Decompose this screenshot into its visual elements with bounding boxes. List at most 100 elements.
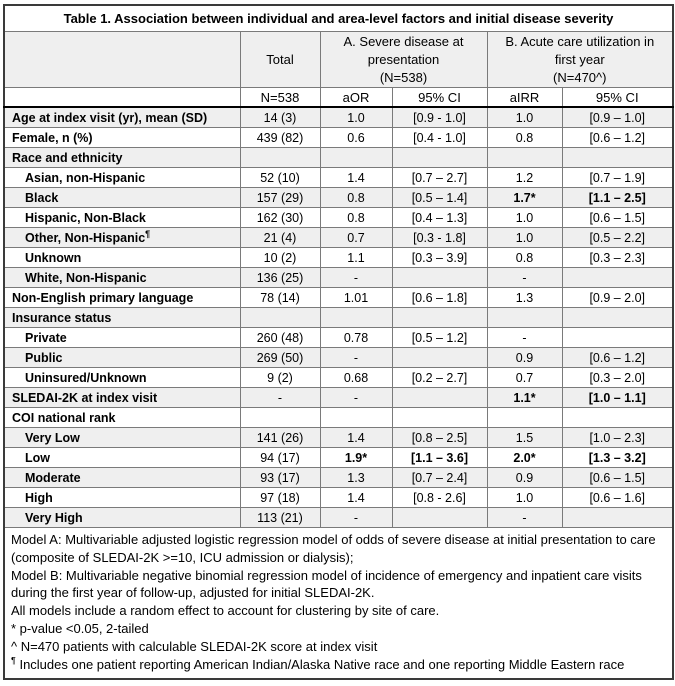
cell-aor: 0.8 xyxy=(319,187,393,208)
cell-ci-b: [0.3 – 2.3] xyxy=(561,247,674,268)
cell-total: 21 (4) xyxy=(239,227,321,248)
cell-airr xyxy=(486,307,563,328)
cell-ci-a: [0.8 – 2.5] xyxy=(391,427,488,448)
cell-airr xyxy=(486,407,563,428)
cell-aor: 1.3 xyxy=(319,467,393,488)
row-label: Asian, non-Hispanic xyxy=(3,167,241,188)
cell-ci-a: [0.7 – 2.4] xyxy=(391,467,488,488)
table-row: SLEDAI-2K at index visit - - 1.1* [1.0 –… xyxy=(3,387,674,408)
row-label: Age at index visit (yr), mean (SD) xyxy=(3,106,241,128)
cell-aor xyxy=(319,147,393,168)
cell-airr: 1.2 xyxy=(486,167,563,188)
cell-total: 93 (17) xyxy=(239,467,321,488)
row-label: Very Low xyxy=(3,427,241,448)
cell-ci-a: [0.4 - 1.0] xyxy=(391,127,488,148)
cell-ci-b: [0.9 – 2.0] xyxy=(561,287,674,308)
cell-total: 439 (82) xyxy=(239,127,321,148)
cell-total: 78 (14) xyxy=(239,287,321,308)
cell-aor: 0.7 xyxy=(319,227,393,248)
col-header-ci-b: 95% CI xyxy=(561,87,674,108)
cell-airr: 2.0* xyxy=(486,447,563,468)
cell-ci-a: [1.1 – 3.6] xyxy=(391,447,488,468)
cell-aor: - xyxy=(319,347,393,368)
cell-aor xyxy=(319,307,393,328)
cell-total: 141 (26) xyxy=(239,427,321,448)
cell-ci-a: [0.4 – 1.3] xyxy=(391,207,488,228)
table-header: Table 1. Association between individual … xyxy=(3,4,674,108)
cell-ci-a xyxy=(391,307,488,328)
col-header-ci-a: 95% CI xyxy=(391,87,488,108)
table-row: Insurance status xyxy=(3,307,674,328)
col-header-aor: aOR xyxy=(319,87,393,108)
cell-ci-b: [0.6 – 1.2] xyxy=(561,347,674,368)
table-row: Public 269 (50) - 0.9 [0.6 – 1.2] xyxy=(3,347,674,368)
cell-ci-b: [0.9 – 1.0] xyxy=(561,106,674,128)
notes-row: Model A: Multivariable adjusted logistic… xyxy=(3,527,674,680)
cell-airr: 1.7* xyxy=(486,187,563,208)
table-row: Female, n (%) 439 (82) 0.6 [0.4 - 1.0] 0… xyxy=(3,127,674,148)
row-label: Unknown xyxy=(3,247,241,268)
cell-ci-a: [0.3 – 3.9] xyxy=(391,247,488,268)
notes-cell: Model A: Multivariable adjusted logistic… xyxy=(3,527,674,680)
cell-ci-a xyxy=(391,387,488,408)
cell-total: 10 (2) xyxy=(239,247,321,268)
table-row: Uninsured/Unknown 9 (2) 0.68 [0.2 – 2.7]… xyxy=(3,367,674,388)
cell-ci-a: [0.2 – 2.7] xyxy=(391,367,488,388)
cell-ci-a: [0.7 – 2.7] xyxy=(391,167,488,188)
row-label: SLEDAI-2K at index visit xyxy=(3,387,241,408)
cell-airr: 0.9 xyxy=(486,467,563,488)
cell-total: 14 (3) xyxy=(239,106,321,128)
cell-ci-b: [0.6 – 1.6] xyxy=(561,487,674,508)
table-row: COI national rank xyxy=(3,407,674,428)
cell-total: 136 (25) xyxy=(239,267,321,288)
cell-airr: 1.0 xyxy=(486,227,563,248)
cell-airr: 1.1* xyxy=(486,387,563,408)
row-label: High xyxy=(3,487,241,508)
cell-ci-b: [0.3 – 2.0] xyxy=(561,367,674,388)
cell-airr: - xyxy=(486,327,563,348)
cell-ci-a: [0.5 – 1.2] xyxy=(391,327,488,348)
table-row: Private 260 (48) 0.78 [0.5 – 1.2] - xyxy=(3,327,674,348)
row-label: White, Non-Hispanic xyxy=(3,267,241,288)
row-label: Insurance status xyxy=(3,307,241,328)
cell-aor: 1.4 xyxy=(319,487,393,508)
cell-total: 97 (18) xyxy=(239,487,321,508)
cell-ci-a xyxy=(391,267,488,288)
col-header-n: N=538 xyxy=(239,87,321,108)
cell-airr: 0.9 xyxy=(486,347,563,368)
cell-ci-b xyxy=(561,507,674,528)
cell-airr: 0.7 xyxy=(486,367,563,388)
cell-ci-a: [0.6 – 1.8] xyxy=(391,287,488,308)
cell-total: 162 (30) xyxy=(239,207,321,228)
table-row: Other, Non-Hispanic¶ 21 (4) 0.7 [0.3 - 1… xyxy=(3,227,674,248)
table-row: White, Non-Hispanic 136 (25) - - xyxy=(3,267,674,288)
table-row: Very Low 141 (26) 1.4 [0.8 – 2.5] 1.5 [1… xyxy=(3,427,674,448)
cell-total: 157 (29) xyxy=(239,187,321,208)
table-row: Moderate 93 (17) 1.3 [0.7 – 2.4] 0.9 [0.… xyxy=(3,467,674,488)
cell-total: 269 (50) xyxy=(239,347,321,368)
cell-total xyxy=(239,407,321,428)
cell-aor: 0.8 xyxy=(319,207,393,228)
sub-header-row: N=538 aOR 95% CI aIRR 95% CI xyxy=(3,87,674,108)
cell-aor: 1.4 xyxy=(319,167,393,188)
cell-ci-a: [0.8 - 2.6] xyxy=(391,487,488,508)
row-label: Moderate xyxy=(3,467,241,488)
cell-ci-a: [0.3 - 1.8] xyxy=(391,227,488,248)
cell-airr: 1.5 xyxy=(486,427,563,448)
col-header-model-b: B. Acute care utilization in first year … xyxy=(486,31,674,88)
footnote: All models include a random effect to ac… xyxy=(11,603,440,619)
cell-airr: - xyxy=(486,507,563,528)
cell-total: 9 (2) xyxy=(239,367,321,388)
row-label: Race and ethnicity xyxy=(3,147,241,168)
footnote: ¶ Includes one patient reporting America… xyxy=(11,655,625,672)
cell-airr: 1.3 xyxy=(486,287,563,308)
cell-aor: 0.68 xyxy=(319,367,393,388)
cell-aor: 1.0 xyxy=(319,106,393,128)
cell-ci-b: [1.3 – 3.2] xyxy=(561,447,674,468)
table-row: High 97 (18) 1.4 [0.8 - 2.6] 1.0 [0.6 – … xyxy=(3,487,674,508)
table-title: Table 1. Association between individual … xyxy=(3,4,674,32)
cell-ci-b: [1.1 – 2.5] xyxy=(561,187,674,208)
empty-header-cell xyxy=(3,31,241,88)
cell-ci-a xyxy=(391,507,488,528)
